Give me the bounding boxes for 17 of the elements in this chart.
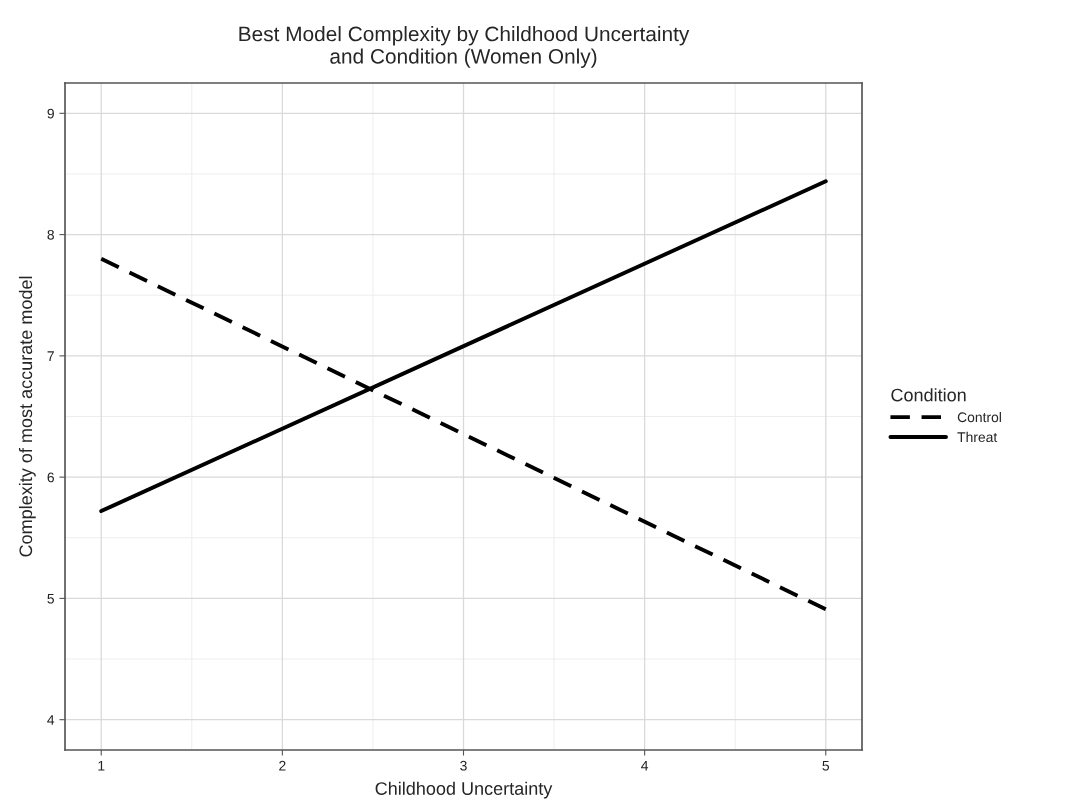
y-tick-label: 9 xyxy=(47,108,54,119)
x-tick-label: 1 xyxy=(98,760,105,771)
y-axis-title: Complexity of most accurate model xyxy=(18,276,36,557)
x-tick-label: 4 xyxy=(641,760,649,771)
chart-title: Best Model Complexity by Childhood Uncertainty and Condition (Women Only) xyxy=(239,26,690,68)
y-tick-label: 8 xyxy=(47,229,54,240)
y-tick-label: 5 xyxy=(47,593,54,604)
legend-title: Condition xyxy=(891,388,966,402)
legend-label: Threat xyxy=(957,431,998,443)
x-tick-label: 3 xyxy=(460,760,467,771)
x-tick-label: 5 xyxy=(822,760,830,771)
y-tick-label: 4 xyxy=(47,715,55,725)
legend-label: Control xyxy=(957,411,1001,423)
y-tick-label: 7 xyxy=(47,351,54,361)
y-tick-label: 6 xyxy=(47,472,54,483)
x-axis-title: Childhood Uncertainty xyxy=(375,781,553,799)
x-tick-label: 2 xyxy=(279,760,286,771)
